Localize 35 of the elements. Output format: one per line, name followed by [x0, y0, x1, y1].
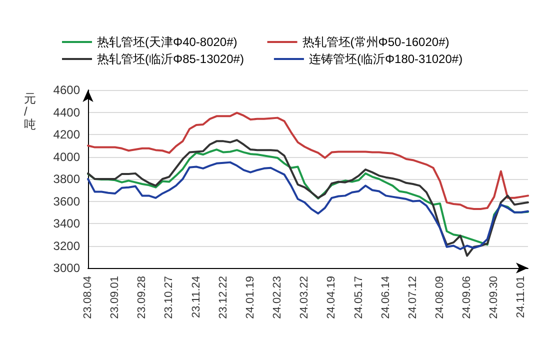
y-tick-label: 3800 [53, 172, 80, 186]
legend-label: 连铸管坯(临沂Φ180-31020#) [308, 52, 463, 66]
x-tick-label: 24.04.19 [326, 276, 338, 319]
line-series [87, 161, 529, 250]
x-tick-label: 23.09.01 [109, 276, 122, 319]
x-tick-label: 24.05.17 [352, 276, 365, 319]
x-tick-label: 24.09.30 [488, 276, 500, 319]
x-tick-label: 23.11.24 [190, 276, 202, 318]
line-series [87, 148, 529, 246]
y-tick-label: 4000 [53, 150, 80, 164]
x-tick-label: 23.10.27 [163, 276, 176, 319]
x-tick-label: 24.01.19 [244, 276, 256, 319]
y-tick-label: 3200 [53, 238, 80, 253]
x-tick-label: 24.09.06 [461, 276, 474, 319]
x-tick-label: 23.09.28 [136, 276, 148, 319]
line-series [87, 112, 529, 210]
line-series [87, 139, 529, 257]
legend-label: 热轧管坯(临沂Φ85-13020#) [97, 52, 244, 66]
legend-label: 热轧管坯(天津Φ40-8020#) [97, 35, 238, 49]
legend-label: 热轧管坯(常州Φ50-16020#) [302, 35, 450, 49]
x-tick-label: 23.12.22 [217, 276, 230, 319]
x-tick-label: 24.07.12 [406, 276, 419, 319]
x-tick-label: 23.08.04 [82, 276, 94, 319]
y-tick-label: 4600 [53, 83, 80, 97]
x-tick-label: 24.06.14 [380, 276, 392, 319]
x-tick-label: 24.02.23 [272, 276, 284, 319]
y-tick-label: 4200 [53, 128, 80, 142]
y-tick-label: 3400 [53, 216, 80, 230]
x-tick-label: 24.11.01 [515, 276, 528, 318]
y-tick-label: 4400 [53, 105, 80, 120]
y-tick-label: 3600 [53, 194, 80, 208]
y-axis-title: 元/吨 [24, 92, 36, 132]
x-tick-label: 24.03.22 [298, 276, 311, 319]
x-tick-label: 24.08.09 [434, 276, 446, 319]
y-tick-label: 3000 [53, 261, 80, 275]
